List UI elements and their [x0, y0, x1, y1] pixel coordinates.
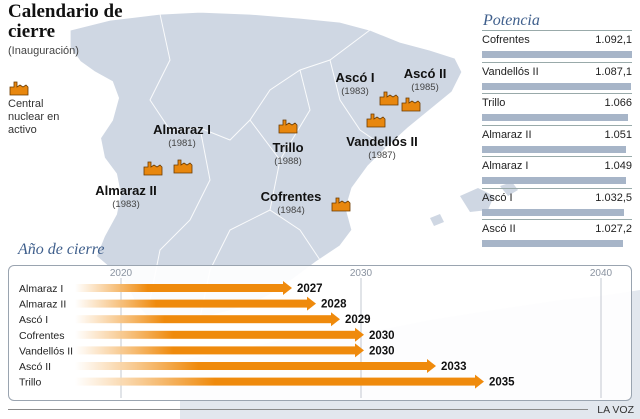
bar-value-label: 2033 [441, 361, 467, 373]
plant-name-label: Ascó II [403, 66, 447, 81]
nuclear-plant-icon [378, 90, 400, 111]
potencia-plant-name: Ascó II [482, 223, 516, 235]
plant-year-label: (1988) [274, 156, 302, 167]
potencia-row: Vandellós II 1.087,1 [482, 61, 632, 97]
closure-bar [75, 362, 427, 370]
closure-chart-panel: 2020 2030 2040 Almaraz I 2027 Almaraz II 2028 A… [8, 265, 632, 401]
closure-bar-arrow [355, 343, 364, 358]
potencia-value: 1.049 [604, 160, 632, 172]
bar-value-label: 2030 [369, 345, 395, 357]
closure-bar [75, 284, 283, 292]
closure-chart: 2020 2030 2040 Almaraz I 2027 Almaraz II 2028 A… [19, 268, 613, 398]
potencia-row: Almaraz I 1.049 [482, 156, 632, 191]
nuclear-plant-icon [400, 96, 422, 117]
x-tick-label: 2040 [590, 268, 613, 279]
plant-year-label: (1987) [368, 150, 396, 161]
closure-bar-arrow [307, 296, 316, 311]
plant-name-label: Ascó I [335, 70, 375, 85]
bar-category-label: Cofrentes [19, 330, 65, 342]
potencia-title: Potencia [483, 12, 540, 29]
closure-bar-arrow [427, 359, 436, 373]
bar-value-label: 2030 [369, 330, 395, 342]
potencia-row: Ascó II 1.027,2 [482, 219, 632, 254]
potencia-value: 1.092,1 [595, 34, 632, 46]
plant-year-label: (1985) [411, 82, 439, 93]
bar-category-label: Ascó II [19, 361, 51, 373]
plant-year-label: (1981) [168, 138, 196, 149]
bar-value-label: 2027 [297, 283, 323, 295]
bar-category-label: Almaraz II [19, 299, 66, 311]
chart-title: Año de cierre [18, 241, 105, 258]
bar-category-label: Ascó I [19, 314, 48, 326]
closure-bar-arrow [475, 374, 484, 389]
nuclear-plant-icon [365, 112, 387, 133]
potencia-bar [482, 82, 632, 90]
plant-year-label: (1984) [277, 205, 305, 216]
potencia-value: 1.087,1 [595, 65, 632, 78]
potencia-value: 1.051 [604, 128, 632, 141]
plant-name-label: Cofrentes [260, 189, 322, 204]
potencia-separator [482, 61, 632, 63]
potencia-separator [482, 124, 632, 126]
potencia-value: 1.027,2 [595, 223, 632, 235]
bar-category-label: Almaraz I [19, 283, 63, 295]
plant-name-label: Vandellós II [346, 134, 418, 149]
page-title: Calendario de cierre [8, 1, 123, 42]
potencia-plant-name: Almaraz II [482, 128, 532, 141]
potencia-value: 1.032,5 [595, 191, 632, 204]
potencia-separator [482, 156, 632, 157]
potencia-row: Cofrentes 1.092,1 [482, 30, 632, 65]
potencia-bar [482, 240, 624, 247]
potencia-plant-name: Ascó I [482, 191, 513, 204]
closure-bar-arrow [283, 281, 292, 295]
bar-value-label: 2029 [345, 314, 371, 326]
potencia-bar [482, 145, 627, 153]
legend-label: Central nuclear en activo [8, 98, 60, 136]
potencia-row: Almaraz II 1.051 [482, 124, 632, 160]
x-tick-label: 2020 [110, 268, 133, 279]
potencia-bar [482, 208, 624, 216]
nuclear-plant-icon [142, 160, 164, 181]
bar-value-label: 2035 [489, 377, 515, 389]
plant-year-label: (1983) [112, 199, 140, 210]
plant-name-label: Almaraz II [95, 183, 157, 198]
plant-year-label: (1983) [341, 86, 369, 97]
subtitle: (Inauguración) [8, 45, 79, 57]
nuclear-plant-icon [8, 80, 30, 101]
potencia-value: 1.066 [604, 97, 632, 109]
potencia-plant-name: Vandellós II [482, 65, 539, 78]
potencia-plant-name: Trillo [482, 97, 506, 109]
nuclear-plant-icon [330, 196, 352, 217]
potencia-bar [482, 114, 629, 121]
nuclear-plant-icon [172, 158, 194, 179]
closure-bar [75, 377, 475, 386]
credit: LA VOZ [597, 404, 634, 416]
plant-name-label: Trillo [272, 140, 304, 155]
bar-category-label: Vandellós II [19, 345, 73, 357]
closure-bar-arrow [331, 312, 340, 327]
closure-bar [75, 315, 331, 324]
nuclear-plant-icon [277, 118, 299, 139]
potencia-plant-name: Almaraz I [482, 160, 529, 172]
closure-bar [75, 330, 355, 339]
potencia-row: Trillo 1.066 [482, 93, 632, 128]
potencia-separator [482, 219, 632, 220]
closure-bar [75, 299, 307, 308]
bar-category-label: Trillo [19, 377, 42, 389]
potencia-plant-name: Cofrentes [482, 34, 530, 46]
potencia-bar [482, 51, 632, 58]
closure-bar-arrow [355, 327, 364, 342]
x-tick-label: 2030 [350, 268, 373, 279]
potencia-separator [482, 30, 632, 31]
bar-value-label: 2028 [321, 299, 347, 311]
potencia-separator [482, 187, 632, 189]
potencia-separator [482, 93, 632, 94]
potencia-row: Ascó I 1.032,5 [482, 187, 632, 223]
potencia-bar [482, 177, 627, 184]
closure-bar [75, 346, 355, 355]
plant-name-label: Almaraz I [153, 122, 211, 137]
credit-rule [8, 409, 588, 410]
